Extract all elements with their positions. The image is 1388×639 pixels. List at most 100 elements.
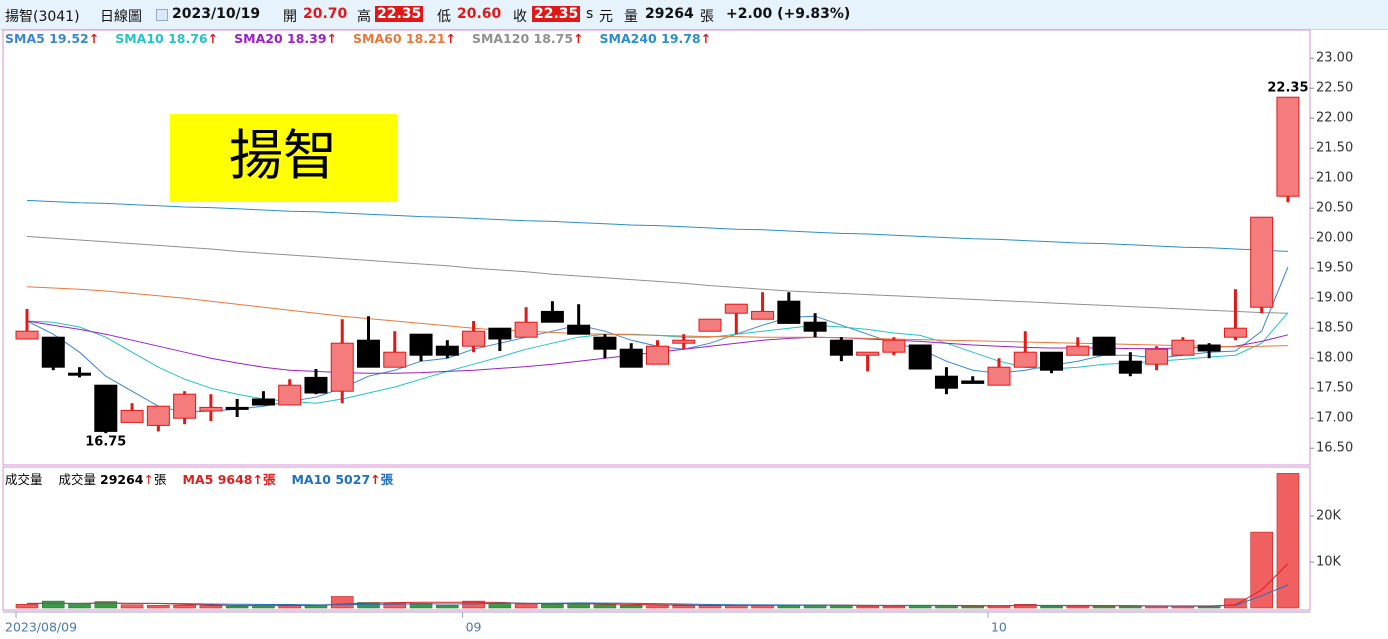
candle-body <box>94 384 118 432</box>
legend-item: MA10 5027↑張 <box>291 469 393 488</box>
legend-unit: 張 <box>262 472 276 487</box>
y-tick-label: 10K <box>1316 555 1342 570</box>
candle-body <box>777 300 801 324</box>
volume-bar <box>409 603 433 609</box>
legend-value: 19.52 <box>49 31 89 46</box>
legend-value: 29264 <box>100 472 144 487</box>
candle-body <box>882 339 906 353</box>
date: 2023/10/19 <box>172 6 261 22</box>
candle-body <box>567 324 591 335</box>
legend-value: 18.39 <box>287 31 327 46</box>
volume-bar <box>672 605 696 609</box>
candle-body <box>856 351 880 356</box>
open-label: 開 <box>283 9 297 25</box>
candle-body <box>934 375 958 389</box>
candle-body <box>462 330 486 347</box>
candle-body <box>751 310 775 320</box>
legend-arrow: ↑ <box>573 31 584 46</box>
legend-arrow: ↑ <box>252 472 263 487</box>
volume-bar <box>488 603 512 609</box>
volume-bar <box>225 605 249 609</box>
volume-bar <box>830 605 853 609</box>
volume-bar <box>436 604 459 609</box>
close-value: 22.35 <box>532 6 581 22</box>
candle-body <box>1013 351 1037 368</box>
candle-body <box>409 333 433 356</box>
volume-bar <box>173 604 196 609</box>
volume-bar <box>94 601 118 609</box>
legend-arrow: ↑ <box>326 31 338 46</box>
high-label: 22.35 <box>1267 81 1308 96</box>
candle-body <box>173 393 197 419</box>
legend-name: SMA240 <box>599 31 657 46</box>
y-tick-label: 19.50 <box>1316 261 1353 276</box>
volume-bar <box>1224 598 1247 609</box>
candle-body <box>672 339 696 344</box>
legend-item: SMA120 18.75↑ <box>472 31 584 46</box>
high-value: 22.35 <box>375 6 424 22</box>
y-tick-label: 22.00 <box>1316 111 1353 126</box>
volume-value: 29264 <box>645 6 694 22</box>
unit-s: s <box>586 6 594 22</box>
legend-unit: 張 <box>154 472 167 487</box>
candle-body <box>1118 360 1142 374</box>
y-tick-label: 17.50 <box>1316 381 1353 396</box>
x-tick-label: 2023/08/09 <box>5 620 77 635</box>
legend-value: 18.75 <box>533 31 574 46</box>
price-legend: SMA5 19.52↑ SMA10 18.76↑ SMA20 18.39↑ SMA60… <box>5 31 711 46</box>
y-tick-label: 21.50 <box>1316 141 1353 156</box>
y-tick-label: 20.50 <box>1316 201 1353 216</box>
volume-bar <box>41 600 65 609</box>
y-tick-label: 22.50 <box>1316 81 1353 96</box>
open-value: 20.70 <box>303 6 348 22</box>
legend-arrow: ↑ <box>700 31 712 46</box>
legend-item: MA5 9648↑張 <box>183 469 276 488</box>
candle-body <box>1145 348 1169 365</box>
candle-body <box>803 321 827 332</box>
legend-arrow: ↑ <box>88 31 100 46</box>
legend-name: SMA5 <box>5 31 45 46</box>
chart-kind[interactable]: 日線圖 <box>100 9 142 25</box>
candle-body <box>251 398 275 406</box>
volume-bar <box>330 596 354 609</box>
candle-body <box>1197 344 1221 352</box>
candle-body <box>1250 216 1274 308</box>
legend-name: SMA120 <box>471 31 530 46</box>
legend-item: SMA5 19.52↑ <box>5 31 99 46</box>
volume-bar <box>1092 605 1116 609</box>
volume-bar <box>68 603 91 609</box>
header: 揚智(3041) 日線圖 2023/10/19 開 20.70 高 22.35 … <box>0 0 1388 30</box>
volume-ma-line <box>27 584 1289 607</box>
candle-body <box>1040 351 1064 371</box>
stock-name: 揚智(3041) <box>5 9 80 25</box>
candle-body <box>435 345 459 356</box>
legend-value: 18.21 <box>405 31 446 46</box>
volume-bar <box>882 605 906 609</box>
legend-value: 18.76 <box>168 31 208 46</box>
volume-bar <box>751 605 774 609</box>
candle-body <box>829 339 853 356</box>
legend-item: SMA60 18.21↑ <box>353 31 456 46</box>
dropdown-icon[interactable] <box>156 9 168 21</box>
candle-body <box>225 406 249 410</box>
candle-body <box>199 406 223 412</box>
candle-body <box>383 351 407 368</box>
legend-name: MA5 <box>182 472 214 487</box>
y-tick-label: 18.50 <box>1316 321 1353 336</box>
y-tick-label: 19.00 <box>1316 291 1353 306</box>
volume-title: 成交量 <box>5 472 43 487</box>
candle-body <box>1223 327 1247 338</box>
legend-arrow: ↑ <box>207 31 219 46</box>
legend-item: SMA240 19.78↑ <box>600 31 712 46</box>
y-tick-label: 21.00 <box>1316 171 1353 186</box>
candle-body <box>619 348 643 368</box>
candle-body <box>645 345 669 365</box>
legend-arrow: ↑ <box>143 472 154 487</box>
candle-body <box>908 344 932 370</box>
volume-bar <box>541 604 564 609</box>
legend-name: SMA60 <box>353 31 402 46</box>
legend-name: MA10 <box>291 472 331 487</box>
candle-body <box>514 321 538 338</box>
candle-body <box>540 310 564 323</box>
